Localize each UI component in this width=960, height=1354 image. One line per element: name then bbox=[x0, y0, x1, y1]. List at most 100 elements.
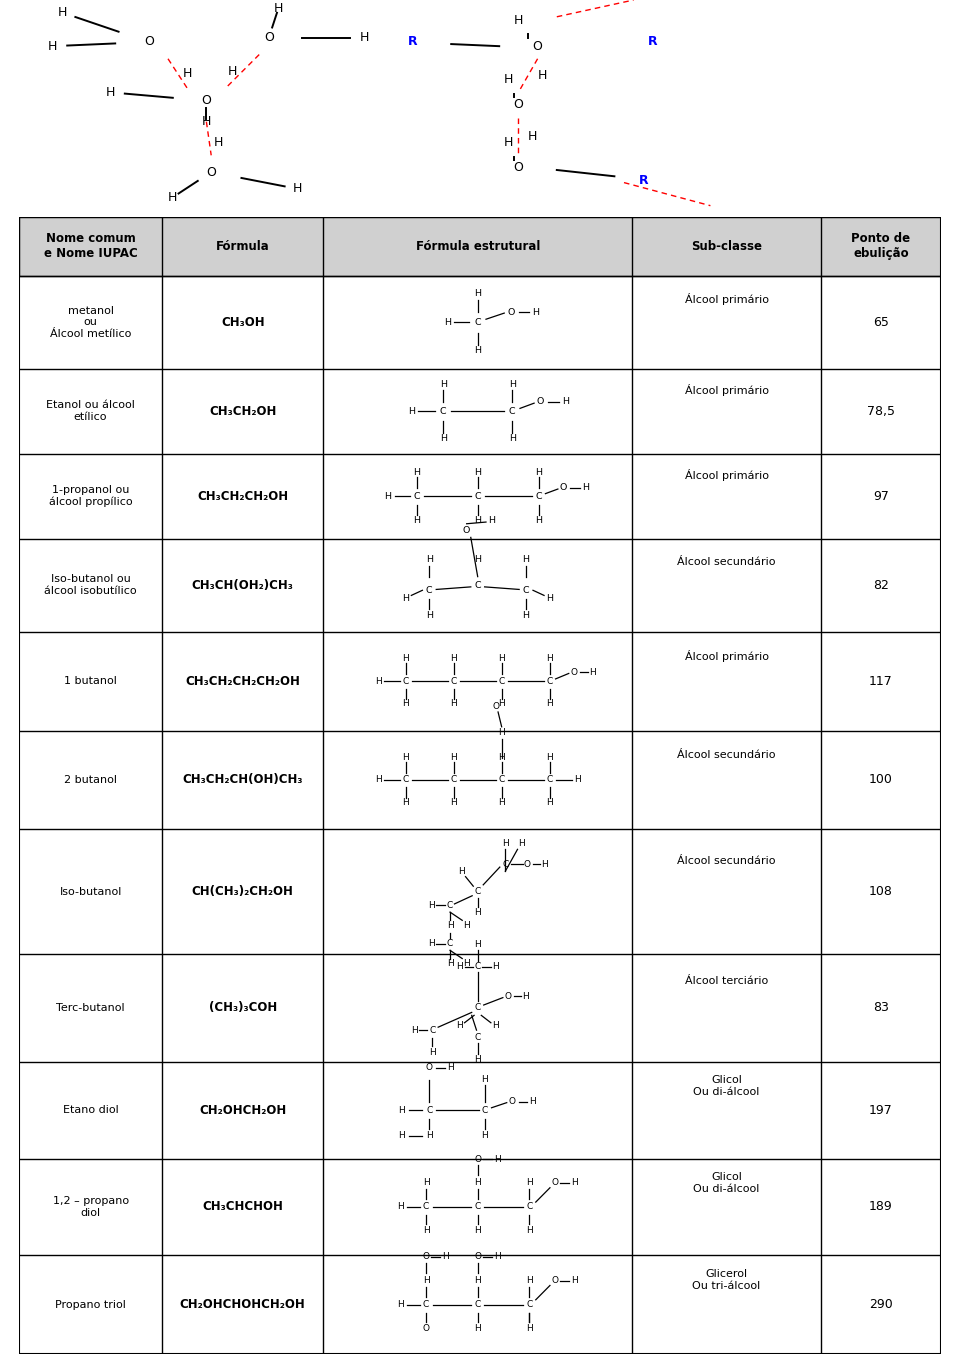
Text: O: O bbox=[514, 161, 523, 175]
Text: CH₃CH(OH₂)CH₃: CH₃CH(OH₂)CH₃ bbox=[192, 578, 294, 592]
Text: O: O bbox=[144, 35, 154, 49]
Text: (CH₃)₃COH: (CH₃)₃COH bbox=[208, 1002, 276, 1014]
Text: H: H bbox=[582, 483, 589, 492]
Text: H: H bbox=[375, 677, 382, 685]
Text: R: R bbox=[638, 173, 648, 187]
Text: CH₃CH₂CH₂OH: CH₃CH₂CH₂OH bbox=[197, 490, 288, 502]
Text: Fórmula: Fórmula bbox=[216, 240, 270, 253]
Text: 65: 65 bbox=[873, 315, 889, 329]
Text: H: H bbox=[474, 907, 481, 917]
Text: C: C bbox=[474, 1202, 481, 1212]
Text: H: H bbox=[498, 654, 505, 663]
Text: H: H bbox=[546, 654, 553, 663]
Text: C: C bbox=[429, 1025, 435, 1034]
Text: H: H bbox=[446, 960, 453, 968]
Text: Ponto de
ebulição: Ponto de ebulição bbox=[852, 233, 910, 260]
Text: O: O bbox=[514, 99, 523, 111]
Text: H: H bbox=[426, 555, 433, 565]
Text: O: O bbox=[552, 1178, 559, 1187]
Text: 117: 117 bbox=[869, 674, 893, 688]
Text: H: H bbox=[481, 1132, 488, 1140]
Text: Propano triol: Propano triol bbox=[55, 1300, 126, 1309]
Text: H: H bbox=[474, 290, 481, 298]
Text: C: C bbox=[474, 887, 481, 896]
Text: C: C bbox=[474, 1003, 481, 1013]
Text: H: H bbox=[450, 654, 457, 663]
Text: H: H bbox=[502, 839, 509, 849]
Text: H: H bbox=[571, 1277, 578, 1285]
Text: H: H bbox=[444, 318, 451, 326]
Text: H: H bbox=[396, 1300, 403, 1309]
Text: R: R bbox=[648, 35, 658, 49]
Text: H: H bbox=[504, 73, 514, 87]
Text: H: H bbox=[526, 1178, 533, 1187]
Text: H: H bbox=[428, 900, 435, 910]
Text: H: H bbox=[492, 1021, 499, 1030]
Text: CH₃CH₂CH₂CH₂OH: CH₃CH₂CH₂CH₂OH bbox=[185, 674, 300, 688]
Text: H: H bbox=[293, 183, 302, 195]
Text: Etanol ou álcool
etílico: Etanol ou álcool etílico bbox=[46, 401, 135, 422]
Text: C: C bbox=[450, 677, 457, 685]
Text: Etano diol: Etano diol bbox=[62, 1105, 118, 1116]
Text: H: H bbox=[429, 1048, 436, 1057]
Text: O: O bbox=[206, 165, 216, 179]
Text: H: H bbox=[426, 612, 433, 620]
Text: H: H bbox=[440, 433, 446, 443]
Text: Glicerol
Ou tri-álcool: Glicerol Ou tri-álcool bbox=[692, 1269, 760, 1290]
Text: H: H bbox=[414, 516, 420, 524]
Text: C: C bbox=[474, 581, 481, 590]
Text: H: H bbox=[474, 940, 481, 949]
Text: H: H bbox=[514, 15, 523, 27]
Text: 108: 108 bbox=[869, 886, 893, 898]
Text: CH₃OH: CH₃OH bbox=[221, 315, 265, 329]
Text: H: H bbox=[530, 1097, 537, 1106]
Text: H: H bbox=[540, 860, 547, 869]
Text: 189: 189 bbox=[869, 1201, 893, 1213]
Text: H: H bbox=[574, 776, 581, 784]
Text: H: H bbox=[474, 1324, 481, 1332]
Text: O: O bbox=[570, 668, 577, 677]
Text: H: H bbox=[535, 468, 542, 477]
Text: CH₃CH₂OH: CH₃CH₂OH bbox=[209, 405, 276, 418]
Text: H: H bbox=[493, 1252, 500, 1262]
Text: 1,2 – propano
diol: 1,2 – propano diol bbox=[53, 1196, 129, 1217]
Text: Álcool secundário: Álcool secundário bbox=[677, 556, 776, 567]
Text: H: H bbox=[168, 191, 178, 204]
Text: H: H bbox=[426, 1132, 433, 1140]
Text: 1-propanol ou
álcool propílico: 1-propanol ou álcool propílico bbox=[49, 485, 132, 508]
Text: O: O bbox=[463, 527, 470, 535]
Text: CH₃CH₂CH(OH)CH₃: CH₃CH₂CH(OH)CH₃ bbox=[182, 773, 303, 787]
Bar bbox=[19, 217, 941, 276]
Text: H: H bbox=[398, 1132, 405, 1140]
Text: O: O bbox=[552, 1277, 559, 1285]
Text: H: H bbox=[464, 960, 470, 968]
Text: Álcool primário: Álcool primário bbox=[684, 468, 769, 481]
Text: H: H bbox=[422, 1178, 429, 1187]
Text: H: H bbox=[498, 699, 505, 708]
Text: O: O bbox=[422, 1252, 429, 1262]
Text: Álcool primário: Álcool primário bbox=[684, 385, 769, 397]
Text: H: H bbox=[522, 991, 529, 1001]
Text: O: O bbox=[509, 1097, 516, 1106]
Text: 2 butanol: 2 butanol bbox=[64, 774, 117, 785]
Text: Terc-butanol: Terc-butanol bbox=[57, 1003, 125, 1013]
Text: metanol
ou
Álcool metílico: metanol ou Álcool metílico bbox=[50, 306, 132, 338]
Text: C: C bbox=[498, 776, 505, 784]
Text: C: C bbox=[526, 1300, 533, 1309]
Text: C: C bbox=[546, 677, 553, 685]
Text: C: C bbox=[474, 963, 481, 971]
Text: H: H bbox=[589, 668, 596, 677]
Text: H: H bbox=[456, 1021, 463, 1030]
Text: 1 butanol: 1 butanol bbox=[64, 676, 117, 686]
Text: H: H bbox=[414, 468, 420, 477]
Text: Glicol
Ou di-álcool: Glicol Ou di-álcool bbox=[693, 1075, 759, 1097]
Text: H: H bbox=[535, 516, 542, 524]
Text: O: O bbox=[507, 307, 515, 317]
Text: Álcool secundário: Álcool secundário bbox=[677, 856, 776, 865]
Text: H: H bbox=[411, 1025, 418, 1034]
Text: 83: 83 bbox=[873, 1002, 889, 1014]
Text: O: O bbox=[492, 701, 499, 711]
Text: CH₂OHCHOHCH₂OH: CH₂OHCHOHCH₂OH bbox=[180, 1298, 305, 1311]
Text: C: C bbox=[474, 1033, 481, 1043]
Text: H: H bbox=[375, 776, 382, 784]
